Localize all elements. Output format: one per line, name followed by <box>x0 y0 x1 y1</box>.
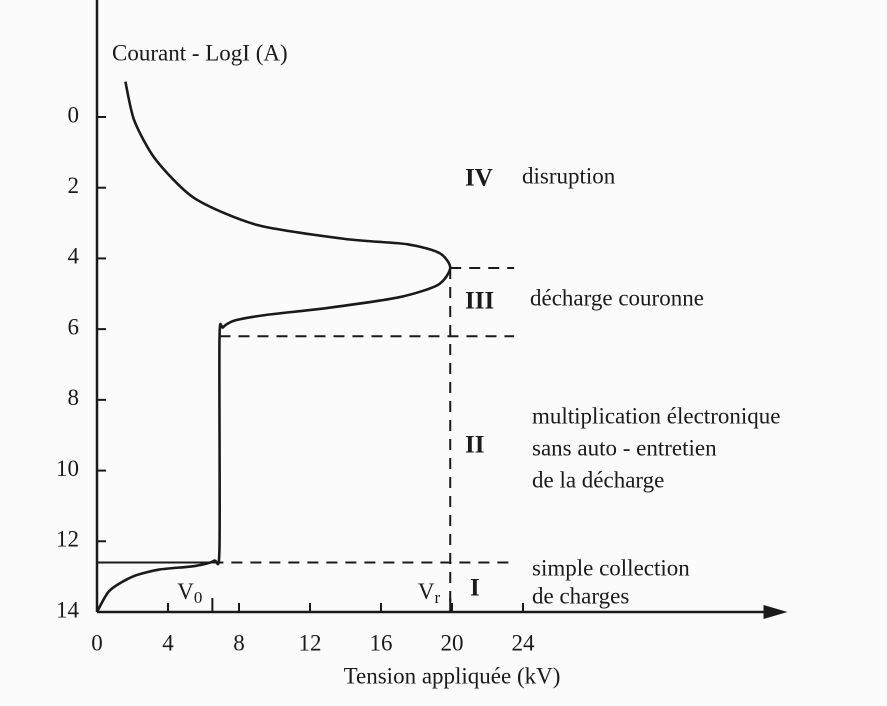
region-numeral: I <box>470 575 480 602</box>
y-tick-label: 8 <box>68 385 80 410</box>
y-tick-label: 4 <box>68 244 80 269</box>
x-axis-arrow <box>763 605 788 619</box>
y-tick-label: 14 <box>56 597 80 622</box>
y-tick-label: 0 <box>68 102 80 127</box>
x-axis-label: Tension appliquée (kV) <box>344 663 561 688</box>
region-text: multiplication électronique <box>532 403 780 428</box>
marker-label: Vr <box>418 579 441 607</box>
x-tick-label: 12 <box>299 630 322 655</box>
y-tick-label: 2 <box>68 173 80 198</box>
x-tick-label: 20 <box>441 630 464 655</box>
y-tick-label: 12 <box>56 527 79 552</box>
y-tick-label: 6 <box>68 314 80 339</box>
curve <box>95 81 452 613</box>
region-text: de la décharge <box>532 467 664 492</box>
region-text: de charges <box>532 583 629 608</box>
marker-label-main: V <box>177 579 194 604</box>
marker-label-sub: r <box>435 588 441 607</box>
x-tick-label: 4 <box>162 630 174 655</box>
region-numeral: II <box>465 432 484 459</box>
marker-label-sub: 0 <box>194 588 203 607</box>
region-text: simple collection <box>532 555 690 580</box>
x-tick-label: 0 <box>91 630 103 655</box>
marker-label: V0 <box>177 579 202 607</box>
marker-label-main: V <box>418 579 435 604</box>
x-tick-label: 24 <box>512 630 536 655</box>
y-tick-label: 10 <box>56 456 79 481</box>
region-text: disruption <box>522 163 616 188</box>
region-text: décharge couronne <box>530 285 704 310</box>
region-text: sans auto - entretien <box>532 435 717 460</box>
y-axis-label: Courant - LogI (A) <box>112 40 288 65</box>
x-tick-label: 8 <box>233 630 245 655</box>
x-tick-label: 16 <box>370 630 393 655</box>
region-numeral: IV <box>465 165 493 192</box>
region-numeral: III <box>465 288 494 315</box>
